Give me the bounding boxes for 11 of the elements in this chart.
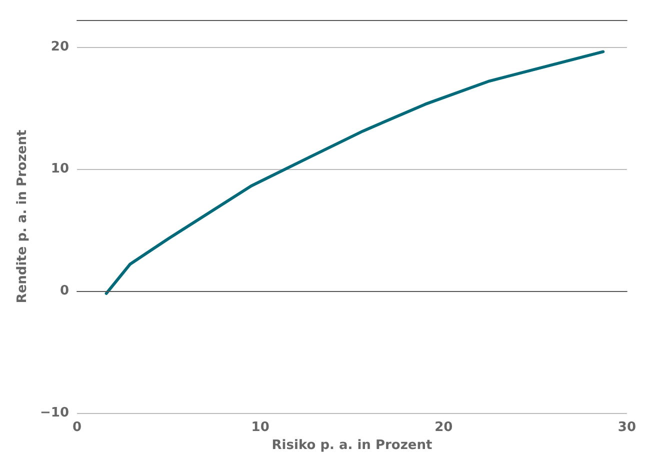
y-tick-label: 10 <box>50 161 69 176</box>
y-axis-title: Rendite p. a. in Prozent <box>15 130 30 304</box>
x-axis-title: Risiko p. a. in Prozent <box>272 438 432 453</box>
x-tick-label: 0 <box>72 420 82 435</box>
x-tick-label: 20 <box>434 420 453 435</box>
y-tick-label: 0 <box>60 283 69 298</box>
y-tick-label: 20 <box>50 39 69 54</box>
x-tick-label: 30 <box>618 420 636 435</box>
x-tick-label: 10 <box>251 420 270 435</box>
line-series <box>104 50 605 295</box>
y-tick-label: −10 <box>40 406 69 420</box>
